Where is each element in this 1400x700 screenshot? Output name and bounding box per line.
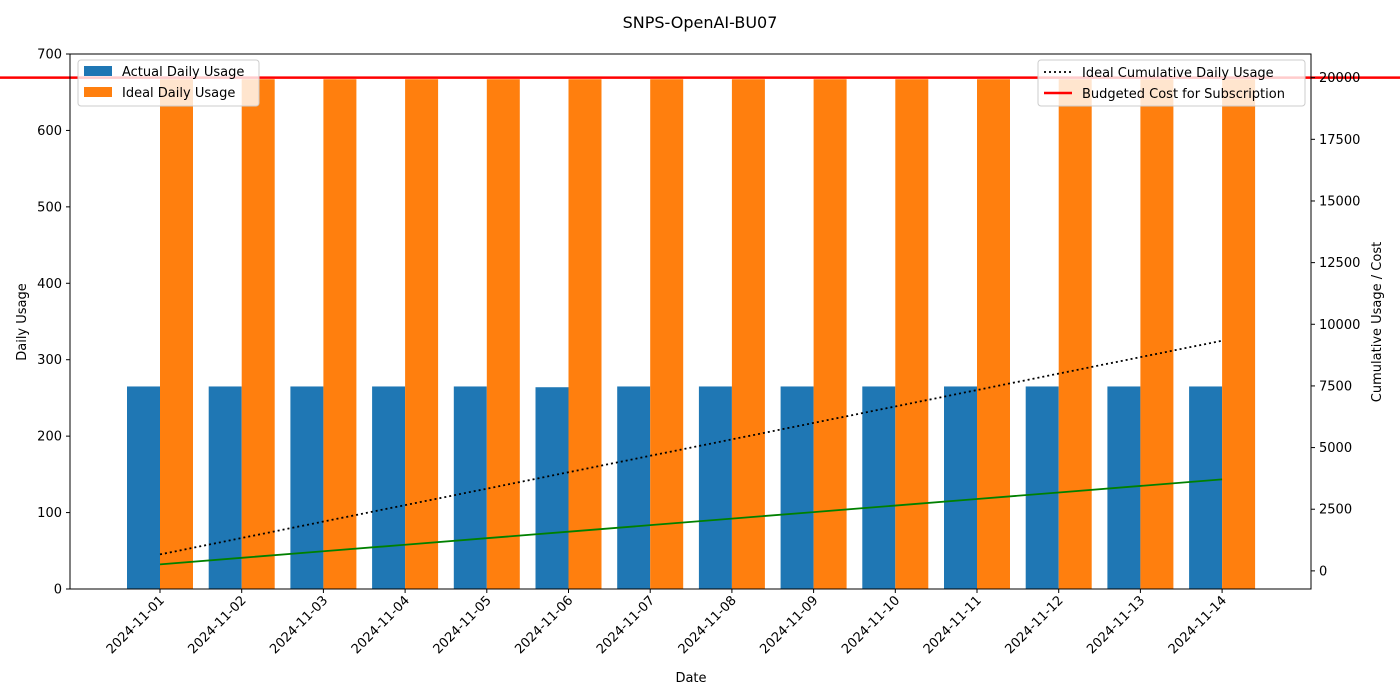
y-tick-label: 0 xyxy=(54,583,62,598)
y-tick-label: 200 xyxy=(37,430,62,445)
bar-actual-2024-11-06 xyxy=(535,387,569,589)
y2-tick-label: 0 xyxy=(1319,564,1327,579)
bar-actual-2024-11-03 xyxy=(290,386,324,589)
bar-ideal-2024-11-05 xyxy=(486,79,520,589)
legend-swatch xyxy=(84,87,112,97)
y2-tick-label: 15000 xyxy=(1319,194,1360,209)
bar-actual-2024-11-09 xyxy=(780,386,814,589)
legend-swatch xyxy=(84,66,112,76)
legend-label: Ideal Daily Usage xyxy=(122,86,235,101)
bar-actual-2024-11-07 xyxy=(617,386,651,589)
bar-actual-2024-11-14 xyxy=(1189,386,1223,589)
bar-ideal-2024-11-10 xyxy=(895,79,929,589)
x-tick-label: 2024-11-08 xyxy=(676,593,740,657)
bar-actual-2024-11-12 xyxy=(1025,386,1059,589)
x-tick-label: 2024-11-05 xyxy=(431,593,495,657)
y2-tick-label: 10000 xyxy=(1319,318,1360,333)
x-tick-label: 2024-11-10 xyxy=(839,593,903,657)
bar-ideal-2024-11-06 xyxy=(568,79,602,589)
legend-left: Actual Daily Usage Ideal Daily Usage xyxy=(77,59,260,107)
y-tick-label: 100 xyxy=(37,506,62,521)
x-axis-label: Date xyxy=(675,671,706,686)
y2-tick-label: 5000 xyxy=(1319,441,1352,456)
y-tick-label: 400 xyxy=(37,277,62,292)
actual-bars-group xyxy=(127,386,1223,589)
bar-ideal-2024-11-12 xyxy=(1058,79,1092,589)
x-tick-label: 2024-11-03 xyxy=(267,593,331,657)
y-tick-label: 300 xyxy=(37,353,62,368)
y2-axis-label: Cumulative Usage / Cost xyxy=(1370,242,1385,402)
legends-group: Actual Daily Usage Ideal Daily Usage Ideal… xyxy=(77,59,1306,107)
legend-label: Budgeted Cost for Subscription xyxy=(1082,87,1285,102)
bar-actual-2024-11-02 xyxy=(208,386,242,589)
x-tick-label: 2024-11-09 xyxy=(757,593,821,657)
bar-actual-2024-11-08 xyxy=(698,386,732,589)
bar-ideal-2024-11-14 xyxy=(1222,79,1256,589)
plot-frame xyxy=(69,53,1312,590)
ideal-cumulative-line xyxy=(159,339,1223,556)
legend-left-box xyxy=(77,59,260,107)
bar-actual-2024-11-04 xyxy=(372,386,406,589)
legend-right: Ideal Cumulative Daily Usage Budgeted Cos… xyxy=(1037,59,1306,107)
bar-ideal-2024-11-11 xyxy=(977,79,1010,589)
x-tick-label: 2024-11-11 xyxy=(921,593,985,657)
x-tick-label: 2024-11-01 xyxy=(104,593,168,657)
x-tick-label: 2024-11-04 xyxy=(349,593,413,657)
bar-actual-2024-11-01 xyxy=(127,386,160,589)
y-tick-label: 500 xyxy=(37,200,62,215)
x-tick-label: 2024-11-06 xyxy=(512,593,576,657)
bar-ideal-2024-11-04 xyxy=(405,79,439,589)
bar-ideal-2024-11-01 xyxy=(160,79,193,589)
x-tick-label: 2024-11-02 xyxy=(185,593,249,657)
y2-tick-label: 12500 xyxy=(1319,256,1360,271)
x-tick-label: 2024-11-13 xyxy=(1084,593,1148,657)
bar-actual-2024-11-10 xyxy=(862,386,896,589)
ideal-bars-group xyxy=(160,79,1256,589)
legend-label: Actual Daily Usage xyxy=(122,65,244,80)
chart-title: SNPS-OpenAI-BU07 xyxy=(623,13,778,32)
bar-ideal-2024-11-03 xyxy=(323,79,357,589)
y-tick-label: 600 xyxy=(37,124,62,139)
y2-tick-label: 20000 xyxy=(1319,71,1360,86)
y-tick-label: 700 xyxy=(37,48,62,63)
bar-ideal-2024-11-02 xyxy=(241,79,275,589)
bar-actual-2024-11-11 xyxy=(944,386,977,589)
actual-cumulative-line xyxy=(159,478,1223,566)
bar-ideal-2024-11-08 xyxy=(731,79,765,589)
x-tick-label: 2024-11-12 xyxy=(1002,593,1066,657)
bar-ideal-2024-11-09 xyxy=(813,79,847,589)
bar-ideal-2024-11-13 xyxy=(1140,79,1174,589)
legend-label: Ideal Cumulative Daily Usage xyxy=(1082,66,1274,81)
bar-actual-2024-11-05 xyxy=(453,386,487,589)
legend-right-box xyxy=(1037,59,1306,107)
y-axis-label: Daily Usage xyxy=(15,283,30,361)
y2-tick-label: 17500 xyxy=(1319,133,1360,148)
y2-tick-label: 2500 xyxy=(1319,503,1352,518)
x-tick-label: 2024-11-14 xyxy=(1166,593,1230,657)
y2-tick-label: 7500 xyxy=(1319,379,1352,394)
bar-ideal-2024-11-07 xyxy=(650,79,684,589)
x-tick-label: 2024-11-07 xyxy=(594,593,658,657)
